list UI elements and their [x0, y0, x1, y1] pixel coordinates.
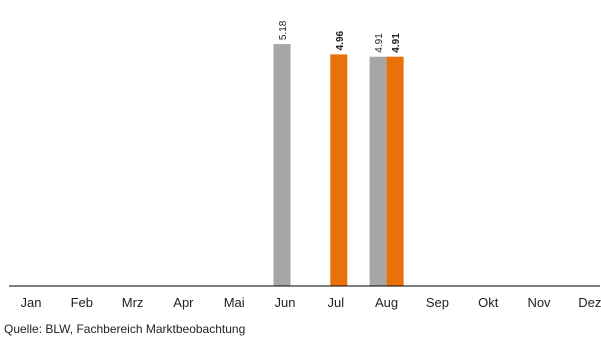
- x-tick-labels-layer: Jan Feb Mrz Apr Mai Jun Jul Aug Sep Okt Nov Dez: [21, 295, 601, 310]
- data-label-aug-series-2: 4.91: [391, 33, 402, 53]
- x-tick-label-aug: Aug: [375, 295, 398, 310]
- bar-jun-series-1: [273, 44, 291, 286]
- x-tick-label-sep: Sep: [426, 295, 449, 310]
- data-label-jun-series-1: 5.18: [278, 20, 289, 40]
- x-tick-label-mrz: Mrz: [122, 295, 144, 310]
- x-tick-label-jul: Jul: [327, 295, 344, 310]
- x-tick-label-mai: Mai: [224, 295, 245, 310]
- bars-layer: [273, 44, 404, 287]
- x-tick-label-okt: Okt: [478, 295, 499, 310]
- bar-jul-series-2: [330, 54, 348, 287]
- x-tick-label-dez: Dez: [578, 295, 601, 310]
- source-note: Quelle: BLW, Fachbereich Marktbeobachtun…: [4, 322, 246, 336]
- data-labels-layer: 5.18 4.96 4.91 4.91: [278, 20, 402, 53]
- x-tick-label-nov: Nov: [527, 295, 551, 310]
- x-tick-label-jan: Jan: [21, 295, 42, 310]
- bar-aug-series-2: [386, 56, 404, 287]
- data-label-aug-series-1: 4.91: [374, 33, 385, 53]
- x-tick-label-feb: Feb: [71, 295, 93, 310]
- data-label-jul-series-2: 4.96: [335, 30, 346, 50]
- x-tick-label-apr: Apr: [173, 295, 194, 310]
- bar-aug-series-1: [369, 56, 387, 287]
- x-tick-label-jun: Jun: [275, 295, 296, 310]
